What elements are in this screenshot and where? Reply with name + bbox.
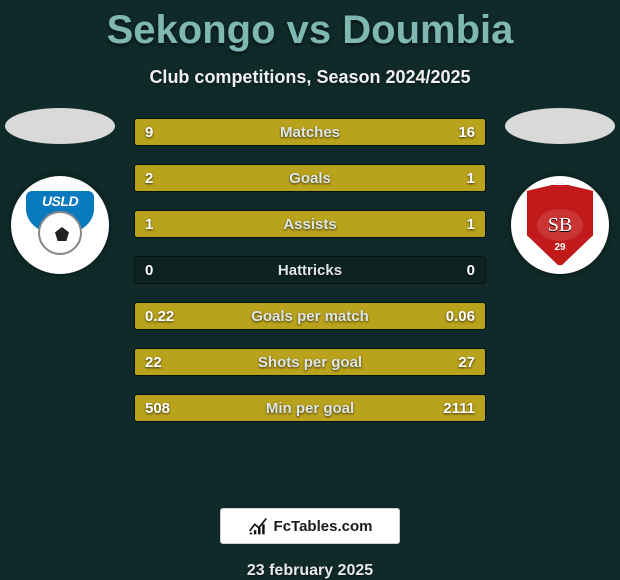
chart-icon — [248, 516, 268, 536]
stat-row: Goals2 1 — [134, 164, 486, 192]
left-team-badge: USLD — [11, 176, 109, 274]
stat-value-right: 2111 — [443, 395, 475, 422]
stat-label: Goals — [135, 165, 485, 192]
content-area: USLD SB 29 Matches916Goals21Assists11Hat… — [0, 108, 620, 468]
page-title: Sekongo vs Doumbia — [107, 8, 514, 53]
right-team-logo: SB 29 — [525, 183, 595, 267]
left-team-abbrev: USLD — [24, 193, 96, 209]
stat-value-left: 2 — [145, 165, 153, 192]
stat-row: Shots per goal22 27 — [134, 348, 486, 376]
stat-value-left: 9 — [145, 119, 153, 146]
stat-value-right: 0 — [467, 257, 475, 284]
stat-value-left: 1 — [145, 211, 153, 238]
brand-text: FcTables.com — [274, 518, 373, 535]
left-team-logo: USLD — [24, 189, 96, 261]
stat-value-right: 16 — [458, 119, 475, 146]
stat-row: Goals per match0.22 0.06 — [134, 302, 486, 330]
stat-value-left: 0 — [145, 257, 153, 284]
stat-row: Min per goal508 2111 — [134, 394, 486, 422]
right-player-oval — [505, 108, 615, 144]
stat-label: Shots per goal — [135, 349, 485, 376]
right-team-abbrev: SB — [548, 217, 572, 233]
right-team-badge: SB 29 — [511, 176, 609, 274]
stat-row: Hattricks0 0 — [134, 256, 486, 284]
date: 23 february 2025 — [247, 562, 373, 580]
right-team-year: 29 — [525, 242, 595, 253]
stat-value-right: 1 — [467, 165, 475, 192]
stat-value-left: 22 — [145, 349, 162, 376]
right-side: SB 29 — [500, 108, 620, 274]
stat-label: Hattricks — [135, 257, 485, 284]
stat-row: Assists1 1 — [134, 210, 486, 238]
stat-value-right: 27 — [458, 349, 475, 376]
stat-bars: Matches916Goals21Assists11Hattricks00Goa… — [134, 118, 486, 422]
stat-value-left: 0.22 — [145, 303, 174, 330]
brand-badge: FcTables.com — [220, 508, 400, 544]
stat-row: Matches9 16 — [134, 118, 486, 146]
stat-label: Assists — [135, 211, 485, 238]
stat-value-right: 0.06 — [446, 303, 475, 330]
stat-label: Matches — [135, 119, 485, 146]
comparison-card: Sekongo vs Doumbia Club competitions, Se… — [0, 0, 620, 580]
subtitle: Club competitions, Season 2024/2025 — [149, 67, 470, 88]
stat-label: Goals per match — [135, 303, 485, 330]
left-player-oval — [5, 108, 115, 144]
left-side: USLD — [0, 108, 120, 274]
stat-label: Min per goal — [135, 395, 485, 422]
stat-value-right: 1 — [467, 211, 475, 238]
stat-value-left: 508 — [145, 395, 170, 422]
